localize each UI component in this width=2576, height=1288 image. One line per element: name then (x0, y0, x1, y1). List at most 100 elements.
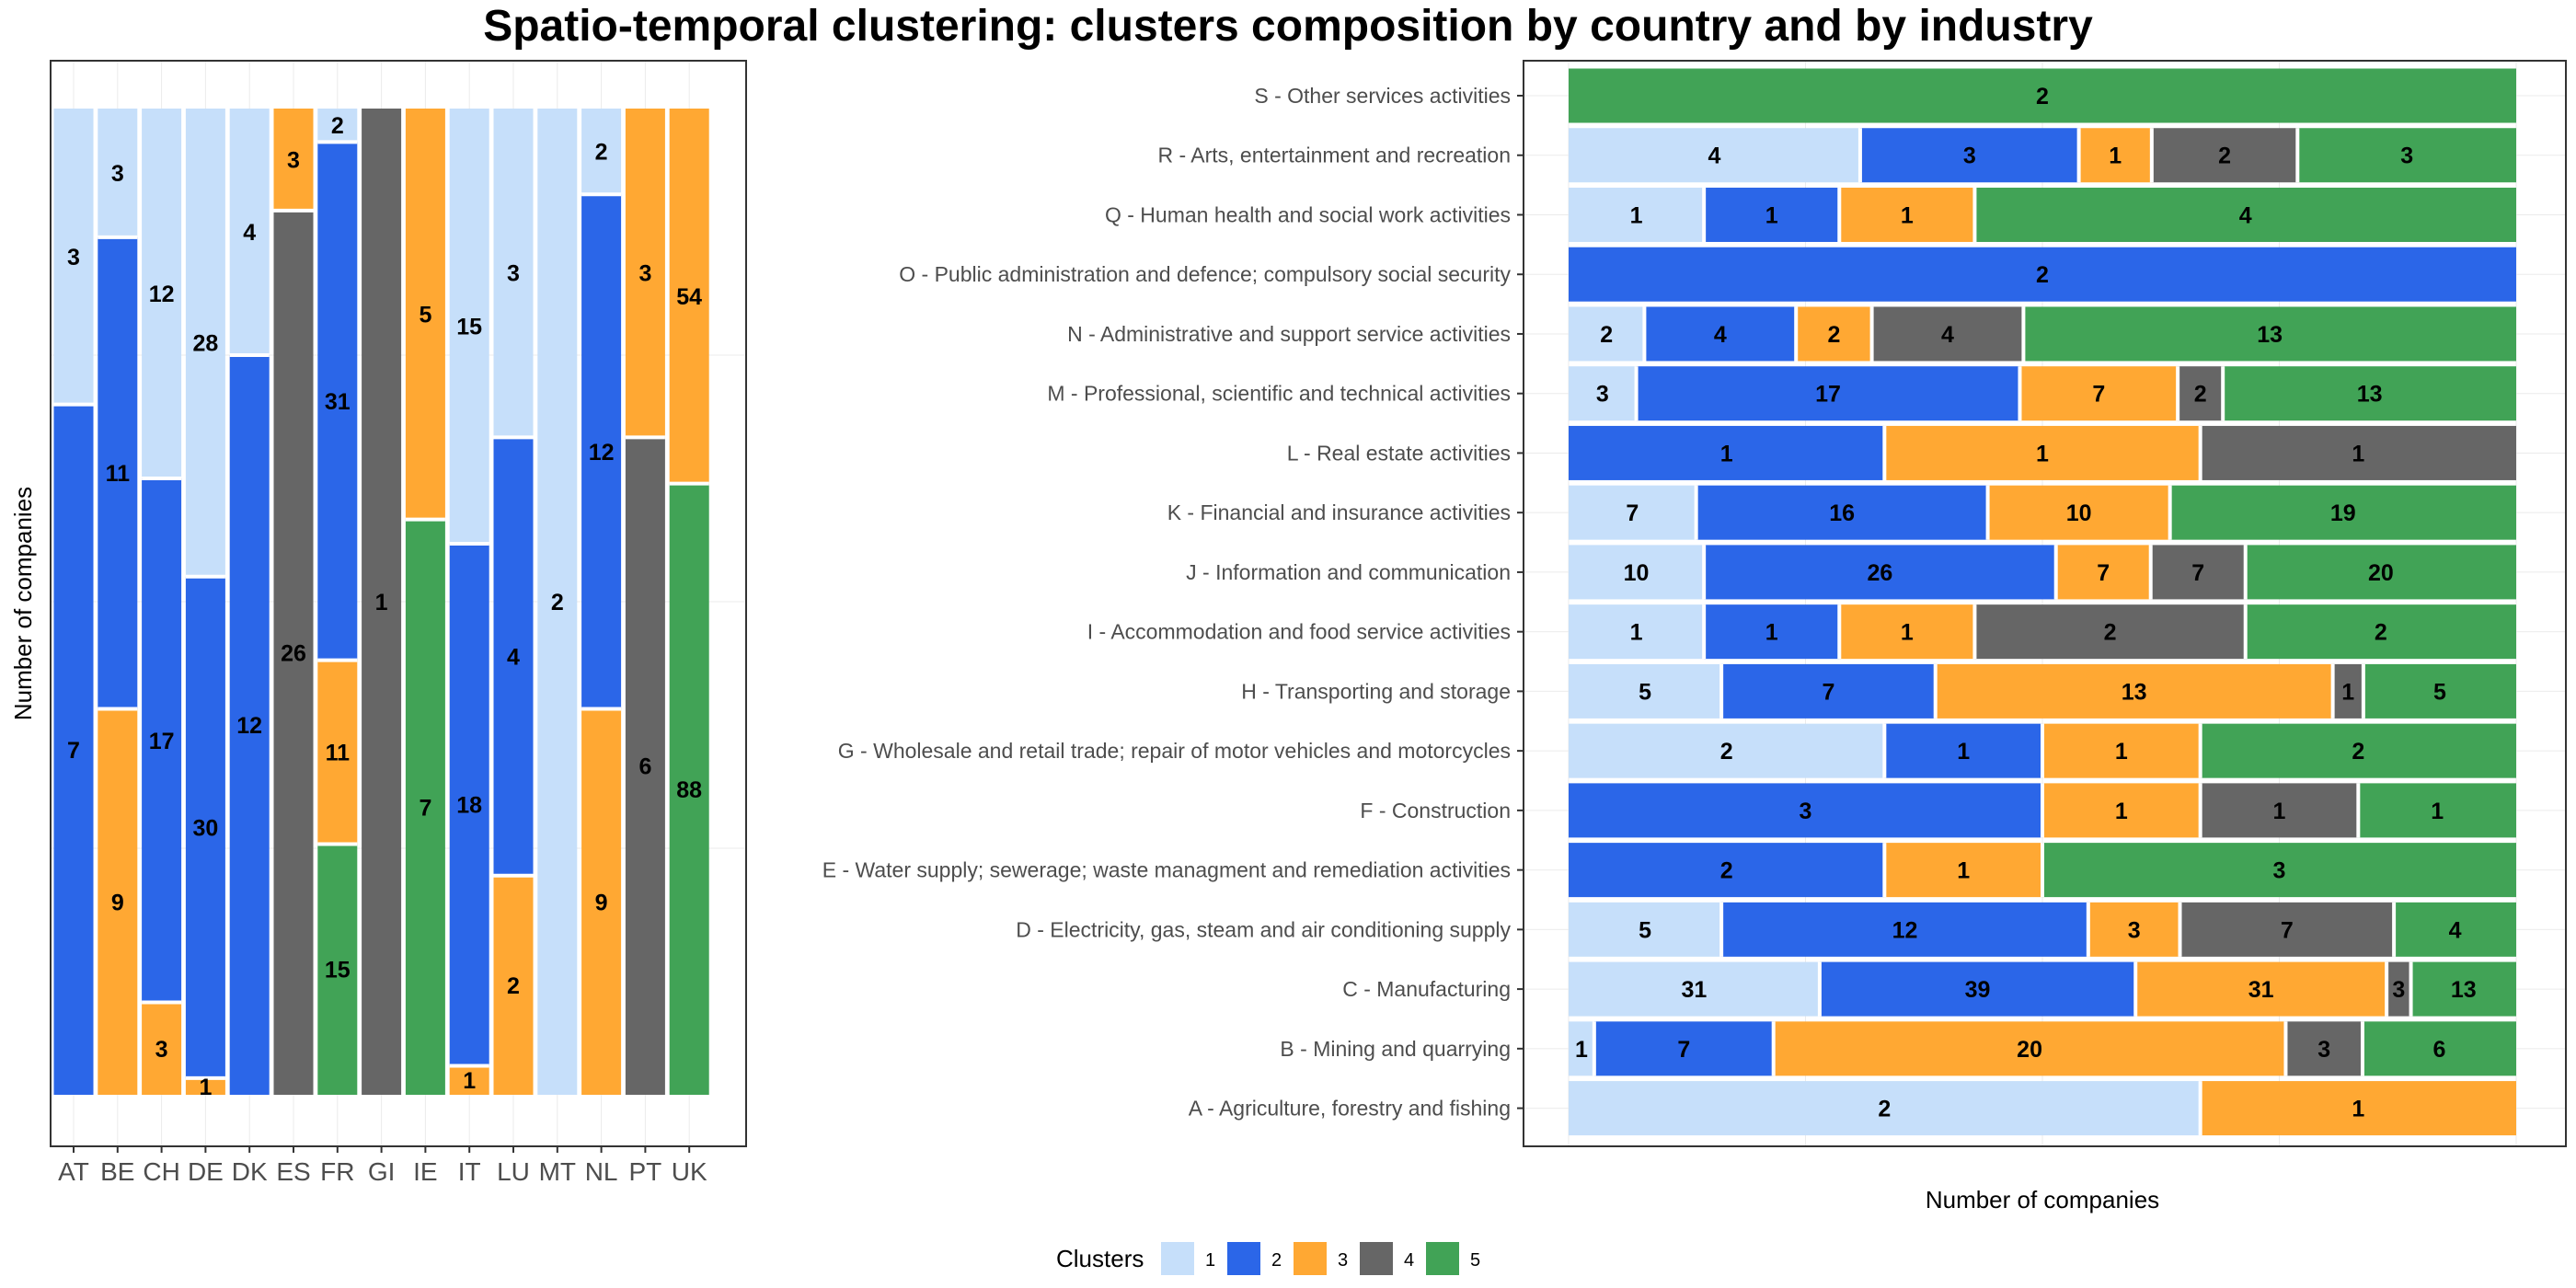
x-tick-label: IE (413, 1157, 437, 1186)
data-label: 5 (1639, 679, 1651, 705)
bar-segment (273, 109, 314, 211)
data-label: 12 (236, 713, 262, 739)
bar-segment (185, 1077, 225, 1095)
data-label: 2 (2036, 262, 2049, 288)
data-label: 2 (1878, 1097, 1891, 1122)
data-label: 3 (1596, 382, 1609, 408)
data-label: 3 (111, 161, 124, 187)
bar-segment (2169, 485, 2516, 540)
data-label: 2 (2194, 382, 2207, 408)
bar-segment (317, 844, 358, 1095)
bar-segment (1704, 187, 1840, 242)
bar-segment (1859, 128, 2079, 183)
legend: Clusters 1 2 3 4 5 (1056, 1242, 1480, 1275)
bar-segment (1636, 366, 2020, 421)
bar-segment (2297, 128, 2516, 183)
legend-label: 4 (1404, 1250, 1414, 1271)
data-label: 3 (2273, 858, 2286, 884)
bar-segment (625, 437, 665, 1095)
bar-segment (229, 355, 270, 1095)
data-label: 1 (1630, 620, 1643, 646)
bar-segment (2245, 604, 2516, 660)
data-label: 1 (1630, 202, 1643, 228)
x-tick-label: DK (232, 1157, 268, 1186)
data-label: 19 (2330, 500, 2356, 526)
bar-segment (1721, 902, 2088, 957)
bar-segment (142, 478, 182, 1003)
bar-segment (1696, 485, 1988, 540)
data-label: 2 (2036, 84, 2049, 109)
x-tick-label: CH (143, 1157, 179, 1186)
bar-segment (1819, 961, 2136, 1017)
bar-segment (142, 109, 182, 478)
data-label: 4 (507, 645, 520, 671)
data-label: 10 (2066, 500, 2092, 526)
data-label: 13 (2122, 679, 2147, 705)
bar-segment (185, 576, 225, 1078)
x-tick-label: ES (276, 1157, 310, 1186)
bar-segment (1884, 723, 2042, 778)
bar-segment (1569, 68, 2516, 123)
bar-segment (1884, 425, 2201, 480)
data-label: 1 (375, 590, 388, 615)
data-label: 3 (638, 261, 651, 287)
bar-segment (1569, 187, 1705, 242)
bar-segment (2178, 366, 2224, 421)
data-label: 3 (507, 261, 520, 287)
bar-segment (405, 109, 445, 520)
legend-swatch (1294, 1242, 1327, 1275)
bar-segment (2019, 366, 2179, 421)
data-label: 18 (456, 793, 482, 819)
data-label: 4 (243, 220, 256, 246)
bar-segment (2363, 663, 2516, 719)
bar-segment (2200, 723, 2516, 778)
data-label: 7 (1677, 1037, 1690, 1063)
bar-segment (1569, 902, 1722, 957)
data-label: 39 (1965, 977, 1991, 1003)
bar-segment (1704, 545, 2056, 600)
bar-segment (2042, 783, 2201, 838)
bar-segment (98, 708, 138, 1095)
y-tick-label: C - Manufacturing (1342, 977, 1511, 1001)
bar-segment (1569, 485, 1696, 540)
data-label: 7 (419, 795, 431, 821)
y-tick-label: Q - Human health and social work activit… (1105, 202, 1511, 226)
bar-segment (1884, 843, 2042, 898)
data-label: 6 (2433, 1037, 2446, 1063)
country-chart-data-labels: 7391133171213028124263151131217511815243… (67, 113, 702, 1100)
bar-segment (1987, 485, 2170, 540)
data-label: 2 (1720, 858, 1733, 884)
y-tick-label: K - Financial and insurance activities (1167, 500, 1511, 524)
bar-segment (1593, 1021, 1774, 1076)
bar-segment (2358, 783, 2516, 838)
bar-segment (317, 109, 358, 143)
bar-segment (2087, 902, 2180, 957)
data-label: 3 (2317, 1037, 2330, 1063)
data-label: 4 (1708, 144, 1721, 169)
y-tick-label: A - Agriculture, forestry and fishing (1189, 1097, 1511, 1121)
data-label: 12 (589, 440, 615, 466)
data-label: 26 (1868, 560, 1893, 586)
bar-segment (1569, 545, 1705, 600)
data-label: 1 (2115, 739, 2128, 765)
data-label: 11 (326, 741, 351, 766)
data-label: 4 (1941, 322, 1954, 348)
bar-segment (625, 109, 665, 438)
data-label: 17 (1815, 382, 1841, 408)
bar-segment (98, 109, 138, 237)
bar-segment (2285, 1021, 2363, 1076)
data-label: 1 (2352, 441, 2364, 466)
data-label: 15 (456, 314, 482, 339)
bar-segment (2200, 425, 2516, 480)
data-label: 2 (2104, 620, 2117, 646)
industry-chart-x-axis-title: Number of companies (1926, 1186, 2159, 1213)
bar-segment (2394, 902, 2516, 957)
data-label: 2 (1600, 322, 1613, 348)
bar-segment (1569, 425, 1885, 480)
bar-segment (2179, 902, 2395, 957)
legend-title: Clusters (1056, 1245, 1144, 1272)
y-tick-label: J - Information and communication (1186, 560, 1511, 584)
legend-label: 1 (1205, 1250, 1215, 1271)
bar-segment (2200, 1081, 2516, 1136)
